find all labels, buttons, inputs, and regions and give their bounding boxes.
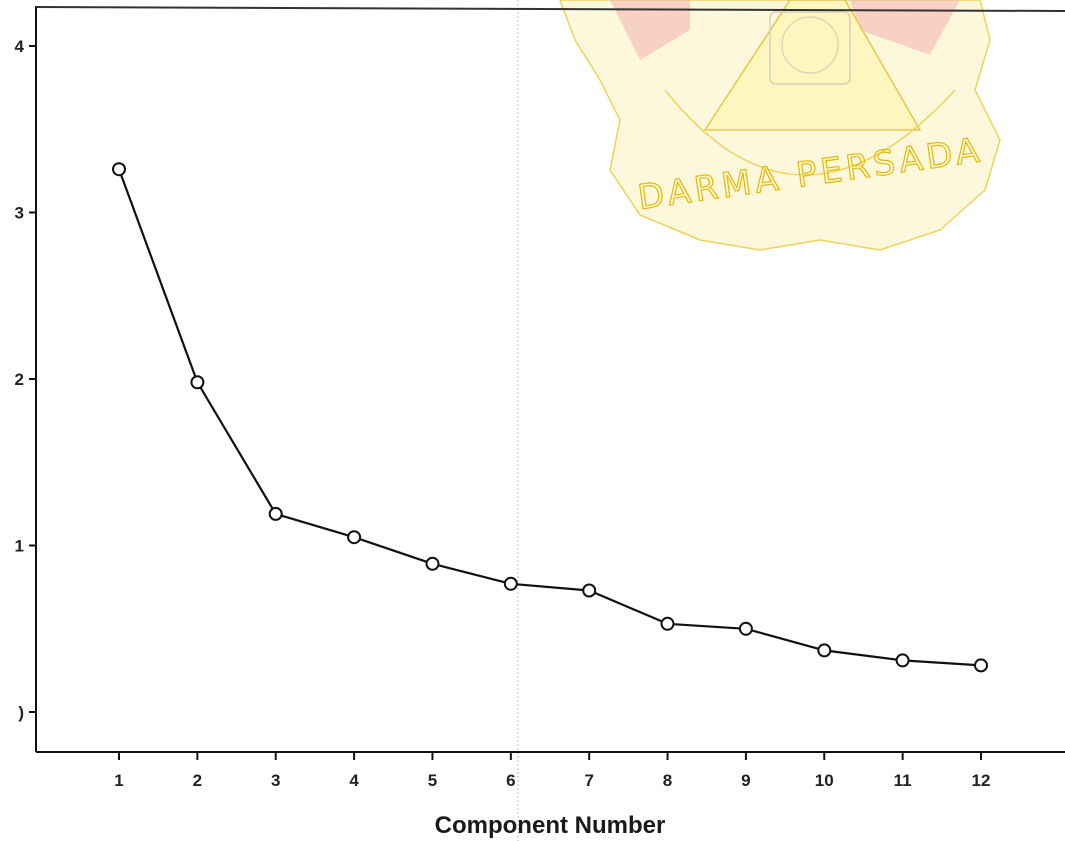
watermark-logo: DARMA PERSADA bbox=[559, 0, 1001, 251]
data-point-7 bbox=[582, 583, 597, 598]
top-frame-line bbox=[35, 6, 1065, 12]
series-line bbox=[117, 168, 982, 667]
data-point-2 bbox=[190, 375, 205, 390]
y-axis-ticks: ) 1 2 3 4 bbox=[15, 37, 36, 722]
x-tick-label: 7 bbox=[584, 771, 593, 790]
y-tick-label: 1 bbox=[15, 537, 24, 556]
data-point-4 bbox=[347, 530, 362, 545]
x-tick-label: 2 bbox=[193, 771, 202, 790]
data-point-12 bbox=[974, 658, 988, 673]
data-point-3 bbox=[268, 506, 283, 521]
x-axis-title: Component Number bbox=[435, 812, 666, 839]
x-tick-label: 10 bbox=[815, 771, 834, 790]
data-point-10 bbox=[817, 643, 832, 658]
data-point-5 bbox=[425, 556, 440, 571]
x-tick-label: 9 bbox=[741, 771, 750, 790]
data-point-1 bbox=[112, 162, 126, 177]
data-point-6 bbox=[503, 576, 518, 591]
y-tick-label: 3 bbox=[15, 204, 24, 223]
x-tick-label: 12 bbox=[972, 771, 991, 790]
x-tick-label: 11 bbox=[894, 771, 912, 790]
data-point-8 bbox=[660, 616, 675, 631]
x-tick-label: 1 bbox=[114, 771, 123, 790]
x-tick-label: 3 bbox=[271, 771, 280, 790]
x-tick-label: 8 bbox=[663, 771, 672, 790]
y-tick-label: ) bbox=[18, 703, 24, 722]
x-tick-label: 5 bbox=[428, 771, 437, 790]
x-axis-ticks: 1 2 3 4 5 6 7 8 9 10 11 12 bbox=[114, 752, 990, 790]
x-tick-label: 6 bbox=[506, 771, 515, 790]
y-tick-label: 2 bbox=[15, 370, 24, 389]
x-tick-label: 4 bbox=[349, 771, 359, 790]
scree-series bbox=[112, 162, 988, 673]
y-tick-label: 4 bbox=[15, 37, 25, 56]
data-point-11 bbox=[895, 653, 910, 668]
data-point-9 bbox=[738, 621, 753, 636]
